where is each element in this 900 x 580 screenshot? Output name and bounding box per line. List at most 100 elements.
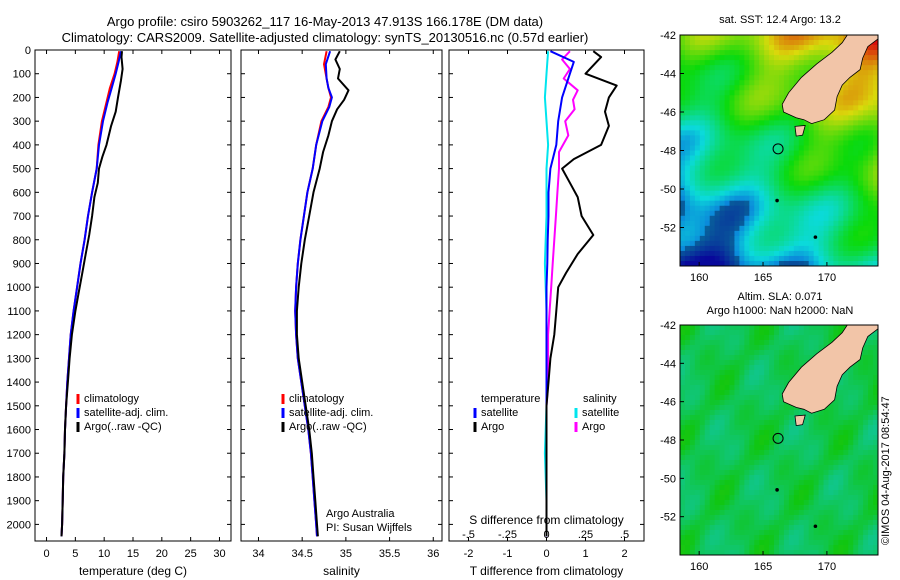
sla-map-cell	[833, 455, 839, 461]
sst-map-cell	[734, 65, 740, 71]
sst-map-cell	[779, 55, 785, 61]
sst-map-cell	[699, 185, 706, 192]
depth-tick-label: 2000	[7, 519, 31, 531]
sst-map-cell	[828, 175, 834, 182]
sst-map-cell	[759, 145, 765, 151]
sst-map-cell	[838, 230, 844, 237]
sla-map-cell	[779, 445, 785, 451]
sst-map-cell	[694, 125, 701, 131]
sla-map-cell	[680, 495, 686, 501]
sla-map-cell	[694, 505, 701, 511]
sst-map-cell	[793, 135, 800, 141]
sla-map-cell	[798, 340, 805, 346]
sst-map-cell	[680, 165, 686, 171]
sla-map-cell	[699, 385, 706, 391]
sst-map-title: sat. SST: 12.4 Argo: 13.2	[719, 14, 841, 26]
sla-map-cell	[853, 530, 859, 536]
sla-map-cell	[734, 490, 740, 496]
map-y-tick-label: -48	[660, 435, 676, 447]
sst-map-cell	[754, 175, 760, 182]
sst-map-cell	[868, 200, 874, 207]
sst-map-cell	[744, 155, 750, 161]
sla-map-cell	[729, 400, 735, 406]
sst-map-cell	[754, 65, 760, 71]
sla-map-cell	[853, 470, 859, 476]
sla-map-cell	[694, 345, 701, 351]
sla-map-cell	[769, 340, 775, 346]
sla-map-cell	[873, 420, 879, 426]
sla-map-cell	[813, 535, 819, 541]
sst-map-cell	[868, 235, 874, 242]
sst-map-cell	[783, 225, 790, 232]
sst-map-cell	[798, 135, 805, 141]
sla-map-cell	[788, 445, 795, 451]
sst-map-cell	[739, 245, 745, 252]
sst-map-cell	[779, 210, 785, 217]
sst-map-cell	[823, 160, 829, 166]
sst-map-cell	[754, 145, 760, 151]
sla-map-cell	[828, 435, 834, 441]
sst-map-cell	[754, 140, 760, 146]
sst-map-cell	[759, 165, 765, 171]
sst-map-cell	[774, 155, 780, 161]
sla-map-cell	[843, 540, 849, 546]
sla-map-cell	[779, 525, 785, 531]
sst-map-cell	[709, 235, 716, 242]
sst-map-cell	[729, 115, 735, 121]
sla-map-cell	[684, 445, 691, 451]
sst-map-cell	[843, 195, 849, 202]
sst-map-cell	[694, 145, 701, 151]
sst-map-cell	[764, 235, 770, 242]
sla-map-cell	[694, 500, 701, 506]
sla-map-cell	[873, 410, 879, 416]
sst-map-cell	[729, 245, 735, 252]
sla-map-cell	[759, 470, 765, 476]
sla-map-cell	[734, 400, 740, 406]
x-tick-label: 10	[98, 548, 110, 560]
sst-map-cell	[828, 170, 834, 177]
sst-map-cell	[798, 165, 805, 171]
sla-map-cell	[858, 530, 864, 536]
sst-map-cell	[689, 180, 696, 187]
sla-map-cell	[744, 485, 750, 491]
sst-map-cell	[739, 185, 745, 192]
sst-map-cell	[739, 125, 745, 131]
sla-map-cell	[813, 330, 819, 336]
sst-map-cell	[793, 180, 800, 187]
sla-map-cell	[848, 490, 854, 496]
depth-tick-label: 1500	[7, 401, 31, 413]
sla-map-cell	[823, 510, 829, 516]
sla-map-cell	[729, 440, 735, 446]
sst-map-cell	[788, 35, 795, 41]
sla-map-cell	[863, 495, 869, 501]
sla-map-cell	[774, 540, 780, 546]
map-x-tick-label: 160	[690, 561, 708, 573]
sla-map-cell	[858, 370, 864, 376]
sst-map-cell	[858, 225, 864, 232]
sla-map-cell	[680, 475, 686, 481]
sst-map-cell	[868, 45, 874, 51]
sst-map-cell	[680, 70, 686, 76]
sla-map-cell	[813, 420, 819, 426]
sla-map-cell	[744, 345, 750, 351]
sla-map-cell	[828, 500, 834, 506]
sla-map-cell	[724, 445, 730, 451]
sla-map-cell	[680, 500, 686, 506]
sla-map-cell	[813, 475, 819, 481]
sst-map-cell	[783, 210, 790, 217]
sst-map-cell	[744, 240, 750, 247]
sst-map-cell	[769, 235, 775, 242]
sla-map-cell	[714, 430, 720, 436]
sla-map-cell	[694, 530, 701, 536]
sla-map-cell	[779, 515, 785, 521]
sla-map-cell	[749, 420, 755, 426]
sla-map-cell	[848, 440, 854, 446]
sst-map-cell	[779, 75, 785, 81]
sla-map-cell	[813, 350, 819, 356]
sst-map-cell	[808, 205, 815, 212]
sst-map-cell	[764, 200, 770, 207]
sst-map-cell	[779, 145, 785, 151]
sla-map-cell	[769, 515, 775, 521]
sla-map-cell	[808, 355, 815, 361]
sst-map-cell	[808, 195, 815, 202]
